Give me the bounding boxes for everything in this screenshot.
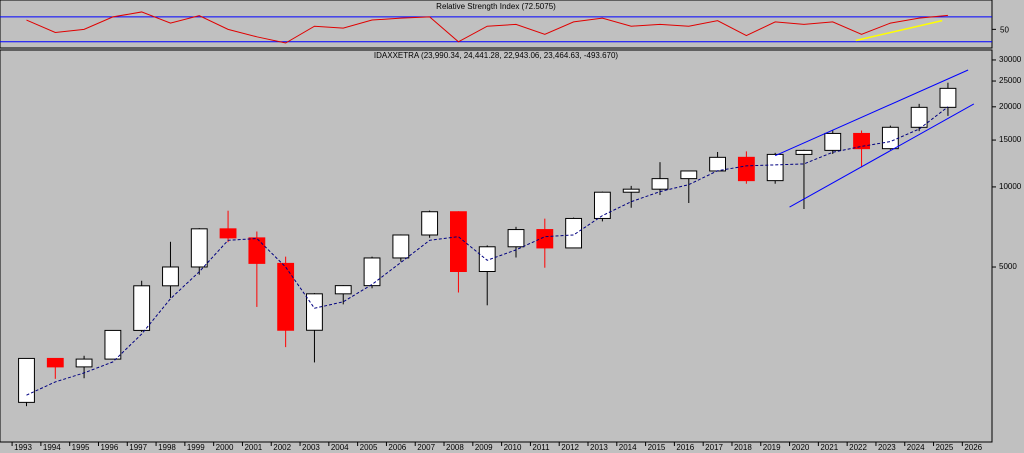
moving-average <box>26 106 949 396</box>
price-panel <box>0 49 993 443</box>
candle-body <box>478 246 496 272</box>
x-tick-label: 2013 <box>590 443 608 452</box>
candle-body <box>190 228 208 268</box>
y-tick-label: 5000 <box>999 262 1017 271</box>
candle-body <box>133 285 151 331</box>
x-tick-label: 2009 <box>475 443 493 452</box>
candle-body <box>795 149 813 155</box>
y-tick-label: 20000 <box>999 102 1022 111</box>
candle-body <box>824 132 842 151</box>
candle-body <box>593 191 611 219</box>
candle-body <box>853 132 870 150</box>
candle-body <box>75 358 93 368</box>
x-tick-label: 2014 <box>619 443 637 452</box>
x-tick-label: 2024 <box>907 443 925 452</box>
candle-body <box>306 293 323 331</box>
x-tick-label: 2011 <box>532 443 550 452</box>
x-tick-label: 2002 <box>273 443 291 452</box>
x-tick-label: 1999 <box>187 443 205 452</box>
x-tick-label: 2007 <box>417 443 435 452</box>
trendline <box>855 19 943 42</box>
x-tick-label: 2006 <box>388 443 406 452</box>
x-tick-label: 2016 <box>676 443 694 452</box>
y-tick-label: 30000 <box>999 55 1022 64</box>
x-tick-label: 2003 <box>302 443 320 452</box>
x-tick-label: 2008 <box>446 443 464 452</box>
x-tick-label: 2026 <box>964 443 982 452</box>
x-tick-label: 2001 <box>244 443 262 452</box>
y-tick-label: 50 <box>1000 25 1009 34</box>
y-tick-label: 10000 <box>999 182 1022 191</box>
candle-body <box>910 106 928 128</box>
candle-body <box>219 228 237 239</box>
candle-body <box>18 357 35 403</box>
channel-line <box>789 103 975 208</box>
candle-body <box>766 153 784 182</box>
candle-body <box>939 87 957 108</box>
rsi-line <box>26 11 948 44</box>
candle-body <box>421 211 439 236</box>
x-tick-label: 2000 <box>216 443 234 452</box>
x-tick-label: 1993 <box>14 443 32 452</box>
x-tick-label: 2015 <box>648 443 666 452</box>
candle-body <box>334 285 352 295</box>
candle-body <box>162 266 179 287</box>
candle-body <box>680 170 698 180</box>
x-tick-label: 1995 <box>72 443 90 452</box>
candle-body <box>248 237 266 264</box>
channel-line <box>774 69 969 157</box>
candle-body <box>565 217 583 249</box>
x-tick-label: 1994 <box>43 443 61 452</box>
x-tick-label: 2022 <box>849 443 867 452</box>
x-tick-label: 2017 <box>705 443 723 452</box>
x-tick-label: 2021 <box>820 443 838 452</box>
x-tick-label: 2004 <box>331 443 349 452</box>
candle-body <box>709 156 726 172</box>
candle-body <box>46 357 64 368</box>
x-tick-label: 1996 <box>100 443 118 452</box>
x-tick-label: 2012 <box>561 443 579 452</box>
x-tick-label: 1998 <box>158 443 176 452</box>
candle-body <box>392 234 410 259</box>
candle-body <box>450 211 467 272</box>
y-tick-label: 25000 <box>999 76 1022 85</box>
x-tick-label: 2005 <box>360 443 378 452</box>
x-tick-label: 2023 <box>878 443 896 452</box>
candle-body <box>622 188 640 193</box>
candle-body <box>363 257 381 287</box>
y-tick-label: 15000 <box>999 135 1022 144</box>
x-tick-label: 2025 <box>936 443 954 452</box>
candle-body <box>881 126 899 150</box>
candle-body <box>507 229 525 248</box>
rsi-panel <box>0 0 993 49</box>
x-tick-label: 1997 <box>129 443 147 452</box>
candle-body <box>104 329 122 360</box>
candle-body <box>536 229 554 249</box>
price-title: IDAXXETRA (23,990.34, 24,441.28, 22,943.… <box>374 51 619 60</box>
x-tick-label: 2010 <box>504 443 522 452</box>
x-tick-label: 2018 <box>734 443 752 452</box>
candle-body <box>651 178 669 190</box>
x-tick-label: 2019 <box>763 443 781 452</box>
candle-body <box>277 262 295 331</box>
candle-body <box>737 156 755 182</box>
x-tick-label: 2020 <box>792 443 810 452</box>
rsi-title: Relative Strength Index (72.5075) <box>436 2 556 11</box>
